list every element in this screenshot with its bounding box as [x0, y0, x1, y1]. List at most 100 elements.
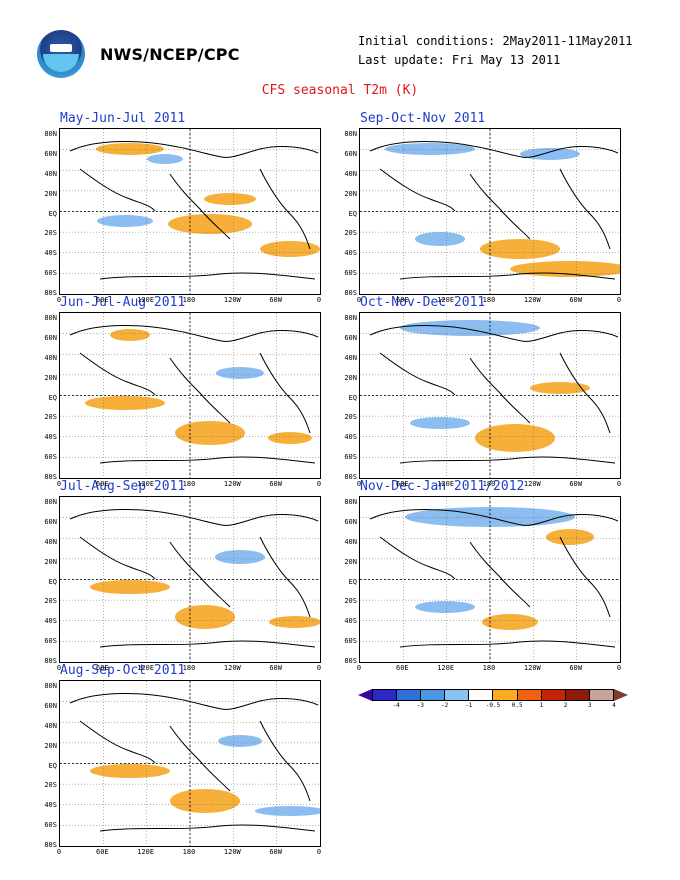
lon-label: 0 [616, 296, 622, 304]
lat-label: 40S [44, 433, 57, 442]
coastline [259, 720, 311, 802]
lat-label: 60N [344, 149, 357, 158]
lon-label: 0 [56, 664, 62, 672]
colorbar-bin [397, 690, 422, 700]
coastline [69, 693, 319, 710]
panel-title-6: Nov-Dec-Jan 2011/2012 [360, 479, 525, 494]
lon-label: 120E [137, 664, 155, 672]
coastline [379, 168, 456, 212]
lon-label: 180 [482, 480, 496, 488]
colorbar-bin [373, 690, 398, 700]
lon-label: 0 [316, 296, 322, 304]
anomaly-patch [260, 241, 320, 257]
noaa-logo-wordmark [50, 44, 72, 52]
coastline [369, 325, 619, 342]
map-svg-7 [60, 681, 320, 846]
lon-label: 180 [182, 848, 196, 856]
lat-label: 60S [344, 637, 357, 646]
lat-label: 20S [44, 229, 57, 238]
lat-label: 40N [44, 353, 57, 362]
map-panel-6 [359, 496, 621, 663]
coastline [469, 173, 531, 240]
map-svg-3 [60, 313, 320, 478]
lat-label: 20N [44, 373, 57, 382]
lon-label: 120E [137, 848, 155, 856]
lon-label: 0 [616, 664, 622, 672]
lon-label: 120E [437, 664, 455, 672]
lon-label: 60W [569, 296, 582, 304]
lat-label: 60S [344, 453, 357, 462]
lat-label: 60S [44, 637, 57, 646]
lat-label: 40S [44, 801, 57, 810]
lat-label: 80S [344, 473, 357, 481]
lat-label: 40N [44, 169, 57, 178]
colorbar-bin [493, 690, 518, 700]
colorbar-label: -0.5 [485, 702, 501, 709]
lat-label: 60N [344, 517, 357, 526]
anomaly-patch [90, 764, 170, 778]
colorbar-bins [372, 689, 614, 701]
coastline [169, 725, 231, 792]
lon-label: 120E [437, 296, 455, 304]
lat-label: 60S [44, 821, 57, 830]
colorbar-label: 0.5 [511, 702, 523, 709]
coastline [69, 141, 319, 158]
lat-label: 60N [44, 517, 57, 526]
coastline [69, 325, 319, 342]
map-panel-5 [59, 496, 321, 663]
colorbar-label: -4 [392, 702, 400, 709]
coastline [79, 352, 156, 396]
lat-label: 80N [44, 682, 57, 690]
lon-label: 60E [396, 480, 409, 488]
anomaly-patch [475, 424, 555, 452]
map-svg-5 [60, 497, 320, 662]
anomaly-patch [415, 601, 475, 613]
map-svg-2 [360, 129, 620, 294]
lat-label: 20N [44, 557, 57, 566]
colorbar-left-arrow [358, 689, 372, 701]
lat-label: 60S [44, 269, 57, 278]
anomaly-patch [175, 605, 235, 629]
coastline [399, 640, 616, 648]
lon-label: 120E [137, 296, 155, 304]
lat-label: 80N [344, 130, 357, 138]
lat-label: 80S [44, 473, 57, 481]
colorbar-right-arrow [614, 689, 628, 701]
map-panel-4 [359, 312, 621, 479]
lat-label: 80S [44, 289, 57, 297]
lat-label: 80N [44, 314, 57, 322]
colorbar: -4 -3 -2 -1 -0.5 0.5 1 2 3 4 [358, 689, 628, 709]
lat-label: 80S [44, 657, 57, 665]
coastline [259, 352, 311, 434]
lon-label: 60E [96, 296, 109, 304]
lon-label: 180 [182, 664, 196, 672]
coastline [99, 824, 316, 832]
lat-label: 20S [44, 413, 57, 422]
coastline [379, 352, 456, 396]
lat-label: 60N [44, 333, 57, 342]
anomaly-patch [546, 529, 594, 545]
lat-label: 20S [44, 781, 57, 790]
lat-label: 80S [44, 841, 57, 849]
lon-label: 120W [523, 480, 541, 488]
panel-title-1: May-Jun-Jul 2011 [60, 111, 186, 126]
lon-label: 120E [137, 480, 155, 488]
coastline [79, 168, 156, 212]
anomaly-patch [90, 580, 170, 594]
lon-label: 60E [96, 664, 109, 672]
lon-label: 0 [356, 480, 362, 488]
coastline [169, 541, 231, 608]
colorbar-bin [517, 690, 542, 700]
coastline [369, 509, 619, 526]
coastline [379, 536, 456, 580]
lat-label: EQ [48, 577, 57, 586]
lat-label: 20N [44, 741, 57, 750]
lat-label: 80S [344, 657, 357, 665]
anomaly-patch [268, 432, 312, 444]
panel-title-3: Jun-Jul-Aug 2011 [60, 295, 186, 310]
anomaly-patch [269, 616, 320, 628]
colorbar-bin [565, 690, 590, 700]
lon-label: 0 [616, 480, 622, 488]
colorbar-label: -1 [465, 702, 473, 709]
lon-label: 60E [396, 296, 409, 304]
